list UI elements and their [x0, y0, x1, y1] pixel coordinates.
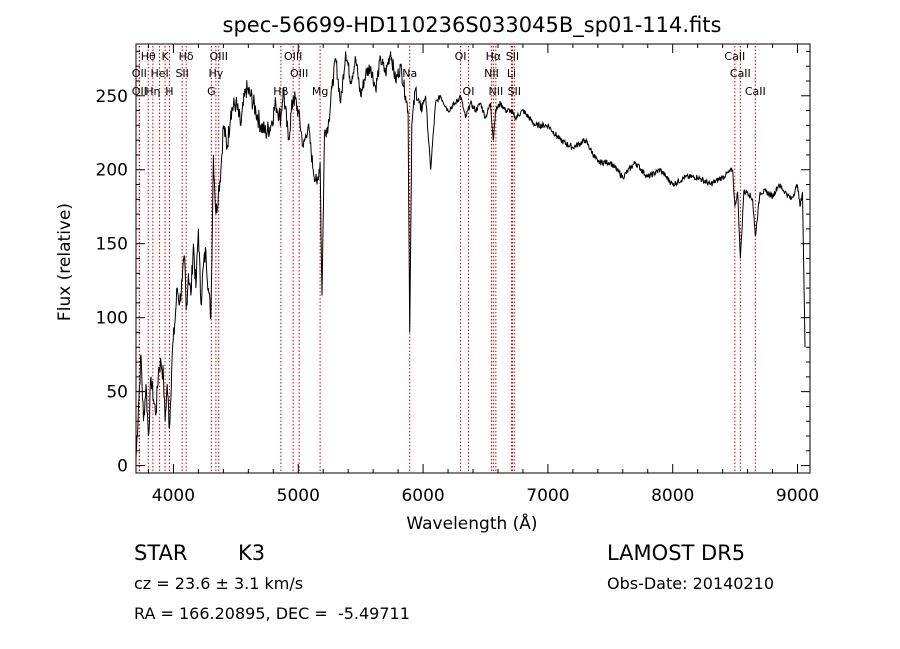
y-tick-label-2: 100 [96, 309, 128, 329]
marker-label-25: NII [488, 85, 503, 98]
survey-name: LAMOST DR5 [607, 541, 746, 565]
y-tick-label-5: 250 [96, 87, 128, 107]
coordinates: RA = 166.20895, DEC = -5.49711 [134, 604, 410, 623]
marker-label-24: OI [463, 85, 475, 98]
marker-label-9: OII [132, 67, 147, 80]
marker-label-1: K [161, 50, 169, 63]
x-axis-ticks: 4000 5000 6000 7000 8000 9000 [147, 44, 819, 506]
x-tick-label-1: 5000 [277, 486, 320, 506]
marker-label-23: Mg [312, 85, 328, 98]
marker-label-6: Hα [486, 50, 502, 63]
marker-label-20: H [165, 85, 173, 98]
marker-label-7: SII [506, 50, 519, 63]
object-subclass: K3 [238, 541, 266, 565]
x-tick-label-0: 4000 [152, 486, 195, 506]
spectral-line-labels: Hθ K Hδ OIII OIII OI Hα SII CaII OII HeI SII Hγ OIII N… [132, 50, 766, 98]
object-class: STAR [134, 541, 188, 565]
x-tick-label-3: 7000 [526, 486, 569, 506]
marker-label-21: G [207, 85, 216, 98]
x-tick-label-4: 8000 [651, 486, 694, 506]
redshift-velocity: cz = 23.6 ± 3.1 km/s [134, 574, 304, 593]
marker-label-13: OIII [290, 67, 308, 80]
y-tick-label-3: 150 [96, 235, 128, 255]
spectrum-line [135, 51, 806, 459]
y-tick-label-0: 0 [117, 457, 128, 477]
marker-label-10: HeI [150, 67, 168, 80]
marker-label-3: OIII [210, 50, 228, 63]
marker-label-14: Na [402, 67, 417, 80]
marker-label-2: Hδ [179, 50, 194, 63]
marker-label-15: NII [484, 67, 499, 80]
x-tick-label-5: 9000 [776, 486, 819, 506]
x-tick-label-2: 6000 [401, 486, 444, 506]
marker-label-26: SII [508, 85, 521, 98]
marker-label-11: SII [175, 67, 188, 80]
marker-label-27: CaII [745, 85, 766, 98]
y-tick-label-1: 50 [106, 383, 128, 403]
marker-label-22: Hβ [273, 85, 288, 98]
marker-label-16: Li [507, 67, 516, 80]
marker-label-5: OI [455, 50, 467, 63]
marker-label-4: OIII [284, 50, 302, 63]
y-axis-ticks: 0 50 100 150 200 250 [96, 50, 810, 477]
marker-label-12: Hγ [208, 67, 223, 80]
y-tick-label-4: 200 [96, 161, 128, 181]
chart-title: spec-56699-HD110236S033045B_sp01-114.fit… [223, 13, 722, 38]
x-axis-label: Wavelength (Å) [406, 512, 537, 534]
marker-label-8: CaII [724, 50, 745, 63]
marker-label-0: Hθ [141, 50, 156, 63]
spectral-line-markers [138, 46, 756, 473]
observation-date: Obs-Date: 20140210 [607, 574, 775, 593]
marker-label-17: CaII [730, 67, 751, 80]
y-axis-label: Flux (relative) [55, 203, 75, 321]
marker-label-19: Hη [145, 85, 160, 98]
